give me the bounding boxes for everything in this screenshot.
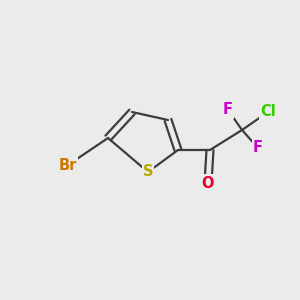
Text: F: F bbox=[223, 103, 233, 118]
Text: Cl: Cl bbox=[260, 104, 276, 119]
Text: F: F bbox=[253, 140, 263, 155]
Text: Br: Br bbox=[59, 158, 77, 172]
Text: O: O bbox=[202, 176, 214, 190]
Text: S: S bbox=[143, 164, 153, 179]
